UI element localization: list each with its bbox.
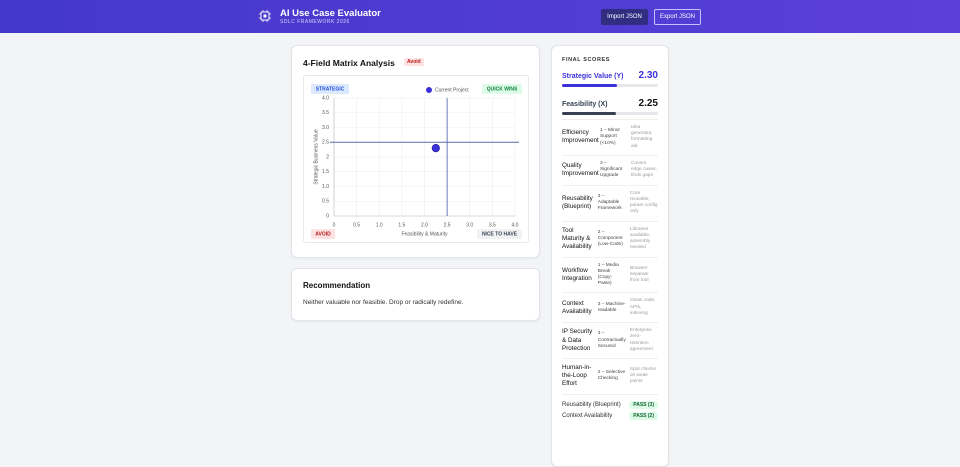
y-axis-title: Strategic Business Value — [313, 129, 319, 184]
scores-body: FINAL SCORES Strategic Value (Y) 2.30 Feas… — [552, 46, 668, 420]
logo-icon — [259, 10, 271, 22]
quadrant-label-bg — [482, 84, 522, 94]
data-point — [431, 144, 440, 153]
criterion-note: Clean code, APIs, indexing — [629, 298, 656, 316]
criterion-name: IP Security & Data Protection — [562, 328, 593, 352]
recommendation-title: Recommendation — [303, 281, 371, 290]
gate-status: PASS (3) — [629, 400, 658, 409]
legend-label: Current Project — [435, 87, 469, 93]
criterion-level: 3 – Adaptable Framework — [597, 193, 622, 212]
score-row: Strategic Value (Y) 2.30 — [562, 70, 658, 81]
criterion-row: Efficiency Improvement 1 – Minor Support … — [562, 120, 658, 156]
criterion-note: Libraries available, assembly needed — [629, 226, 651, 251]
criterion-level: 2 – Selective Checking — [597, 370, 626, 382]
x-tick-label: 4.0 — [512, 222, 519, 228]
criterion-note: Enterprise zero-retention agreement — [629, 328, 653, 352]
gates-list: Reusability (Blueprint) PASS (3) Context A… — [562, 400, 658, 420]
recommendation-card: Recommendation Neither valuable nor feas… — [291, 268, 540, 321]
criterion-level: 3 – Machine-readable — [597, 301, 626, 313]
quadrant-label: QUICK WINS — [487, 86, 518, 92]
x-tick-label: 0.5 — [353, 222, 360, 228]
gate-row: Reusability (Blueprint) PASS (3) — [562, 400, 658, 409]
quadrant-label: STRATEGIC — [316, 86, 345, 92]
score-bar — [562, 84, 618, 87]
criterion-note: Covers edge cases, finds gaps — [631, 160, 657, 179]
criterion-note: Idea generator, formatting aid — [631, 125, 653, 149]
scores-card: FINAL SCORES Strategic Value (Y) 2.30 Feas… — [551, 45, 669, 467]
matrix-title: 4-Field Matrix Analysis — [303, 58, 395, 68]
quadrant-label-bg — [477, 229, 522, 239]
y-tick-label: 2.5 — [322, 140, 329, 146]
app-subtitle: SDLC FRAMEWORK 2026 — [280, 19, 350, 25]
criterion-level: 1 – Media Break (Copy-Paste) — [597, 262, 619, 287]
criterion-note: Core reusable, param config only — [629, 190, 658, 215]
gate-name: Reusability (Blueprint) — [562, 401, 621, 408]
criterion-name: Reusability (Blueprint) — [562, 194, 593, 211]
criterion-name: Workflow Integration — [562, 266, 592, 282]
status-badge: Avoid — [404, 58, 424, 66]
gate-name: Context Availability — [562, 412, 613, 419]
quadrant-label: AVOID — [315, 231, 331, 237]
score-row: Feasibility (X) 2.25 — [562, 98, 658, 109]
criterion-name: Tool Maturity & Availability — [562, 226, 592, 251]
y-tick-label: 1.5 — [322, 169, 329, 175]
y-tick-label: 3.0 — [322, 125, 329, 131]
score-bar — [562, 112, 616, 115]
scores-title: FINAL SCORES — [562, 57, 611, 63]
import-button[interactable]: Import JSON — [601, 9, 648, 25]
criterion-row: Workflow Integration 1 – Media Break (Cop… — [562, 258, 658, 294]
app-title: AI Use Case Evaluator — [280, 8, 381, 19]
legend-marker — [426, 87, 432, 93]
criterion-name: Human-in-the-Loop Effort — [562, 364, 592, 388]
score-items: Strategic Value (Y) 2.30 Feasibility (X) 2.… — [562, 70, 658, 115]
criterion-row: Quality Improvement 3 – Significant Upgra… — [562, 156, 658, 186]
score-label: Strategic Value (Y) — [562, 73, 624, 80]
criterion-note: Spot checks on weak points — [629, 367, 657, 385]
y-tick-label: 0.5 — [322, 199, 329, 205]
quadrant-label-bg — [311, 229, 335, 239]
matrix-card: 4-Field Matrix Analysis Avoid 0 0.5 1.0 1.5… — [291, 45, 540, 258]
criterion-note: Browser separate from tool — [629, 265, 649, 284]
x-tick-label: 3.5 — [489, 222, 496, 228]
y-tick-label: 2 — [326, 154, 329, 160]
criterion-row: Human-in-the-Loop Effort 2 – Selective Ch… — [562, 359, 658, 395]
header: AI Use Case Evaluator SDLC FRAMEWORK 202… — [0, 0, 960, 33]
x-tick-label: 3.0 — [466, 222, 473, 228]
score-label: Feasibility (X) — [562, 101, 608, 108]
y-tick-label: 3.5 — [322, 110, 329, 116]
criterion-row: Context Availability 3 – Machine-readable… — [562, 293, 658, 324]
quadrant-label-bg — [311, 84, 349, 94]
criterion-row: Reusability (Blueprint) 3 – Adaptable Fra… — [562, 186, 658, 222]
x-tick-label: 1.5 — [398, 222, 405, 228]
score-value: 2.30 — [638, 70, 658, 81]
criterion-name: Context Availability — [562, 299, 592, 315]
x-tick-label: 0 — [333, 222, 336, 228]
x-tick-label: 2.5 — [444, 222, 451, 228]
y-tick-label: 4.0 — [322, 95, 329, 101]
y-tick-label: 0 — [326, 213, 329, 219]
quadrant-label: NICE TO HAVE — [482, 231, 518, 237]
x-tick-label: 2.0 — [421, 222, 428, 228]
criterion-level: 1 – Minor Support (<10%) — [600, 128, 620, 146]
gate-status: PASS (2) — [629, 411, 658, 420]
criterion-level: 2 – Component (Low-Code) — [597, 229, 623, 248]
y-tick-label: 1.0 — [322, 184, 329, 190]
criterion-name: Quality Improvement — [562, 162, 599, 178]
score-value: 2.25 — [638, 98, 658, 109]
criterion-level: 3 – Contractually Secured — [597, 331, 626, 349]
score-track — [562, 112, 658, 115]
x-axis-title: Feasibility & Maturity — [401, 231, 448, 237]
score-track — [562, 84, 658, 87]
criterion-name: Efficiency Improvement — [562, 129, 599, 145]
criterion-row: IP Security & Data Protection 3 – Contrac… — [562, 323, 658, 360]
export-button[interactable]: Export JSON — [654, 9, 701, 25]
x-tick-label: 1.0 — [376, 222, 383, 228]
matrix-chart: 0 0.5 1.0 1.5 2.0 2.5 3.0 3.5 4.0 0 0.5 1.0 1.5 2 2.5 3… — [303, 75, 529, 243]
criterion-row: Tool Maturity & Availability 2 – Componen… — [562, 222, 658, 258]
criteria-list: Efficiency Improvement 1 – Minor Support … — [562, 119, 658, 395]
criterion-level: 3 – Significant Upgrade — [600, 160, 623, 179]
gate-row: Context Availability PASS (2) — [562, 411, 658, 420]
recommendation-text: Neither valuable nor feasible. Drop or r… — [303, 299, 464, 306]
